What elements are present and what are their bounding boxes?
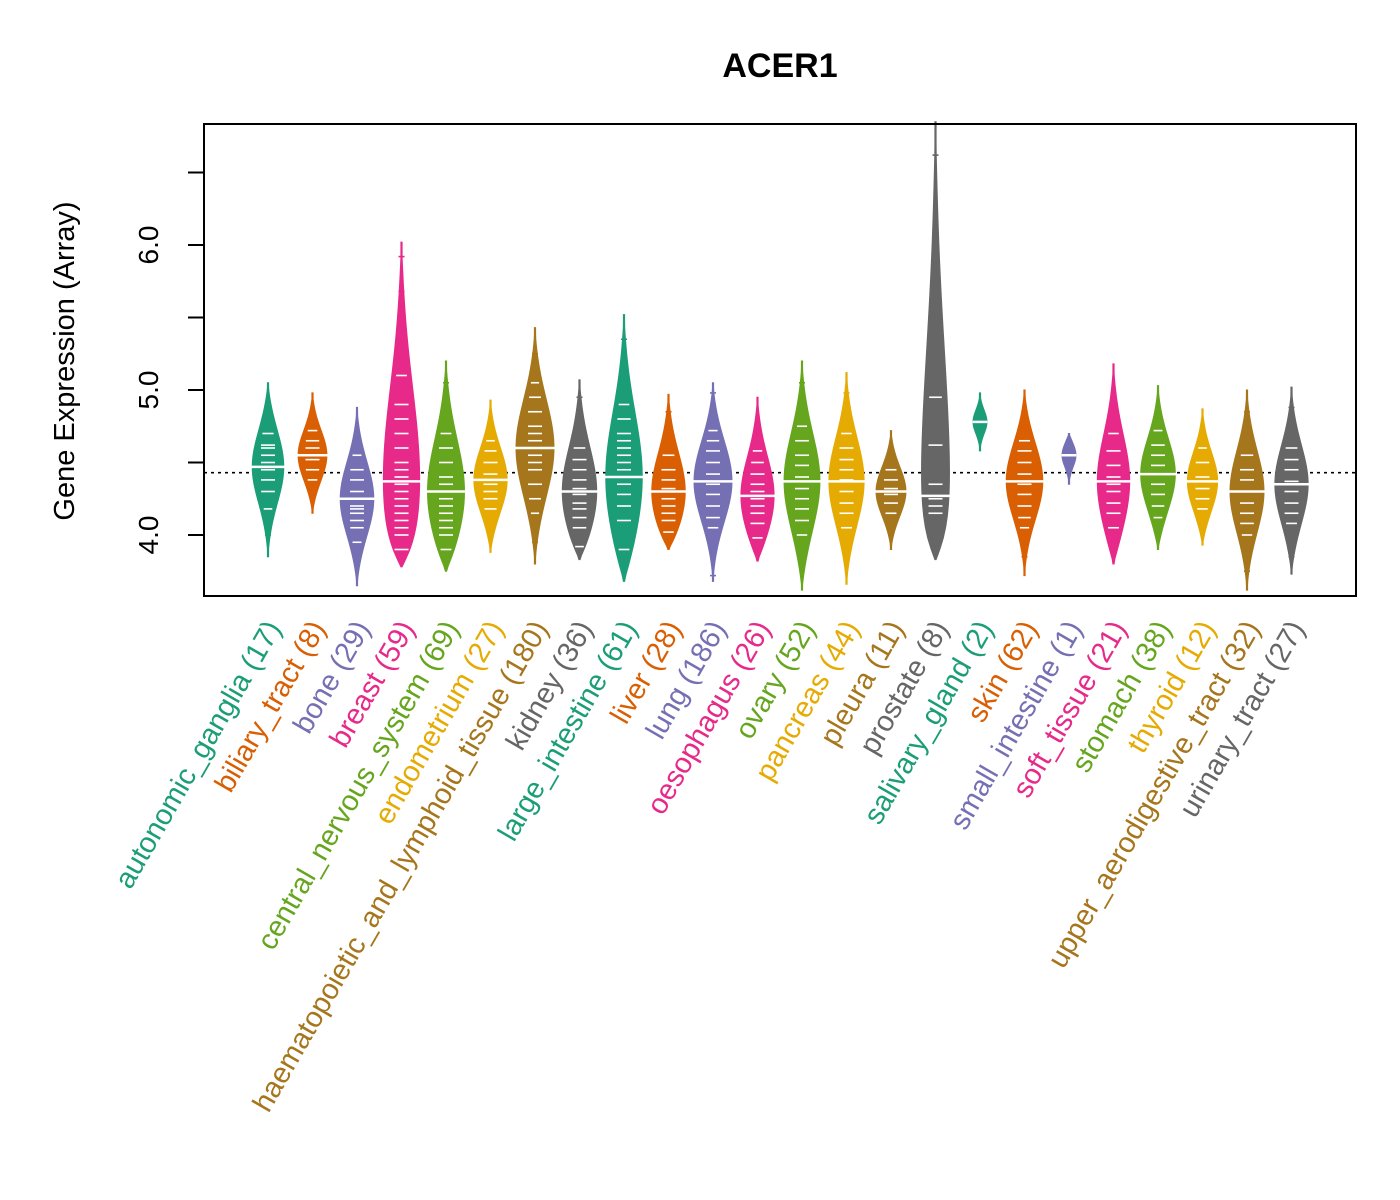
- plot-frame: [203, 123, 1357, 597]
- y-tick-label: 5.0: [133, 371, 164, 410]
- y-tick-label: 6.0: [133, 226, 164, 265]
- y-axis: 4.0 5.0 6.0: [133, 171, 205, 555]
- y-axis-label: Gene Expression (Array): [49, 201, 81, 520]
- chart-title: ACER1: [722, 47, 837, 85]
- plot-area: [204, 121, 1356, 591]
- y-tick-label: 4.0: [133, 516, 164, 555]
- category-labels: autonomic_ganglia (17)biliary_tract (8)b…: [109, 616, 1312, 1118]
